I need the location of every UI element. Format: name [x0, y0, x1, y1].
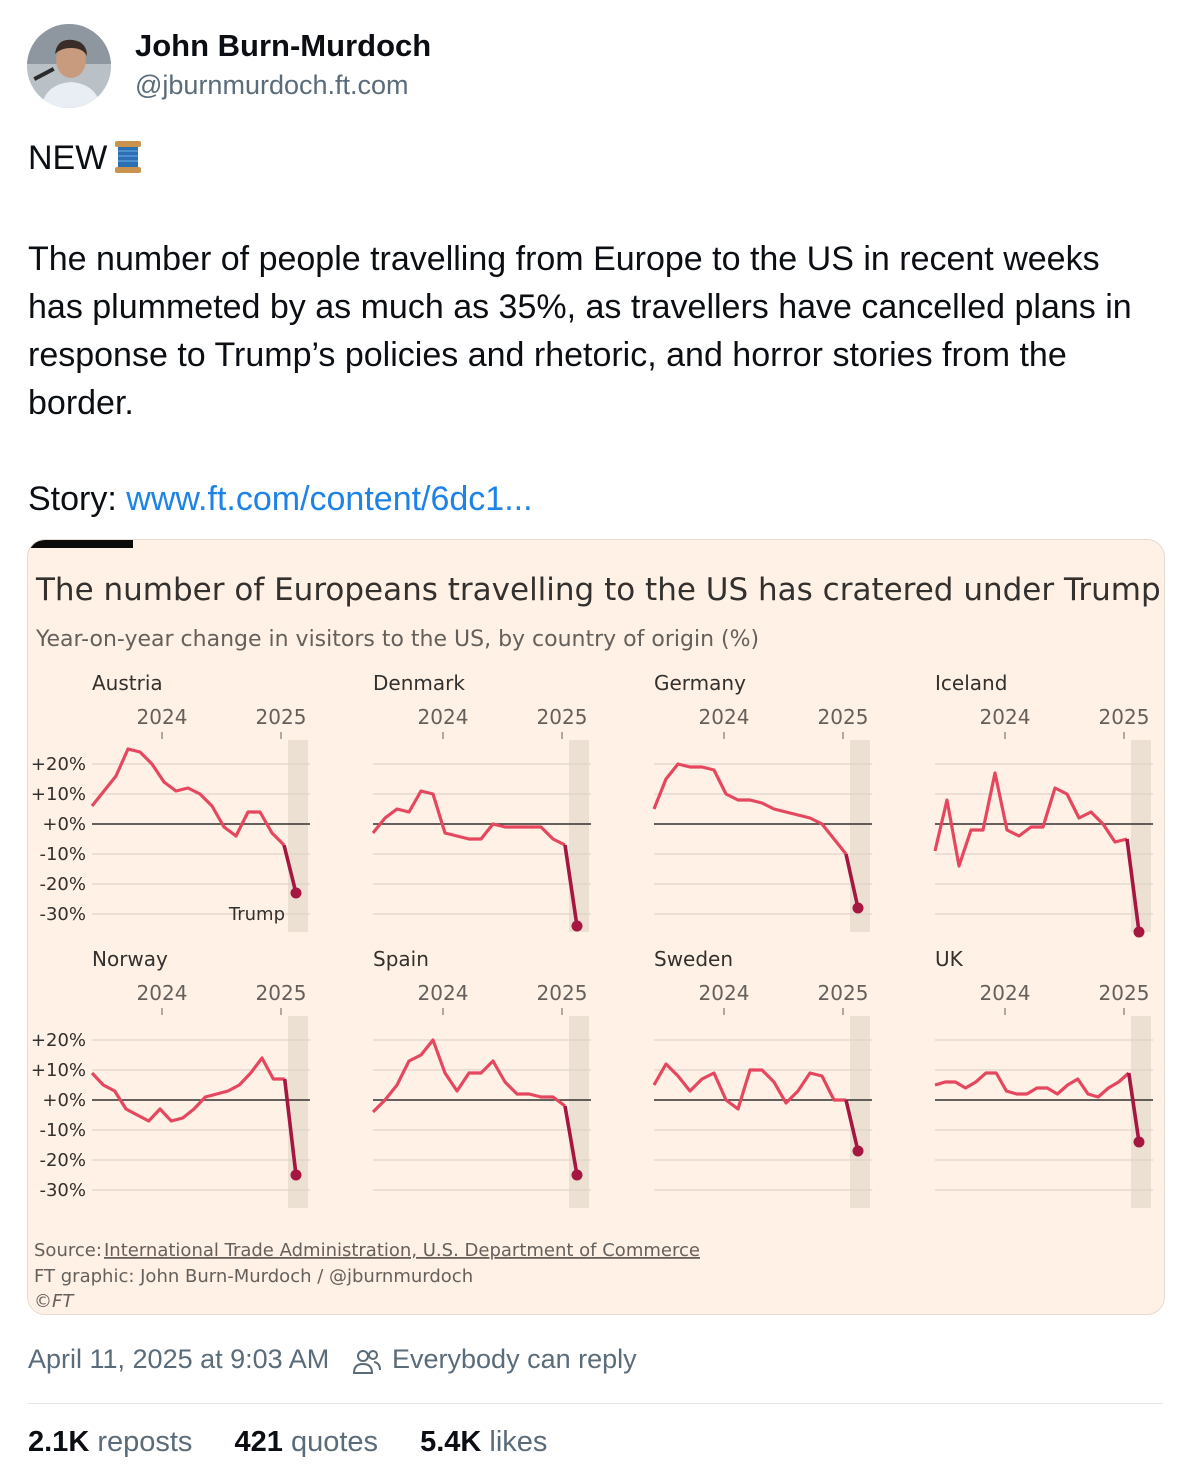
quotes-stat[interactable]: 421 quotes — [235, 1426, 379, 1458]
divider — [28, 1403, 1163, 1404]
trump-annotation: Trump — [228, 904, 285, 925]
series-drop-uk — [1127, 1072, 1141, 1143]
x-tick-label-iceland: 2025 — [1099, 705, 1150, 729]
panel-label-iceland: Iceland — [935, 671, 1007, 695]
avatar[interactable] — [27, 24, 111, 108]
x-tick-label-germany: 2025 — [818, 705, 869, 729]
x-tick-label-austria: 2025 — [256, 705, 307, 729]
endpoint-dot-sweden — [852, 1145, 864, 1157]
reposts-stat[interactable]: 2.1K reposts — [28, 1426, 192, 1458]
x-tick-label-austria: 2024 — [137, 705, 188, 729]
y-tick-label: -30% — [39, 1180, 86, 1201]
chart-credit: FT graphic: John Burn-Murdoch / @jburnmu… — [34, 1266, 473, 1287]
avatar-photo — [27, 24, 111, 108]
chart-subtitle: Year-on-year change in visitors to the U… — [35, 627, 759, 652]
likes-count: 5.4K — [420, 1426, 482, 1458]
ft-brand-bar — [28, 540, 133, 548]
endpoint-dot-norway — [290, 1169, 302, 1181]
series-line-norway — [90, 1056, 285, 1123]
endpoint-dot-germany — [852, 902, 864, 914]
y-tick-label: +0% — [42, 814, 86, 835]
series-line-sweden — [652, 1062, 846, 1111]
series-line-iceland — [933, 771, 1128, 868]
endpoint-dot-iceland — [1133, 926, 1145, 938]
likes-stat[interactable]: 5.4K likes — [420, 1426, 547, 1458]
panel-label-spain: Spain — [373, 947, 429, 971]
y-tick-label: +0% — [42, 1090, 86, 1111]
x-tick-label-denmark: 2025 — [537, 705, 588, 729]
series-drop-sweden — [844, 1099, 860, 1152]
series-line-uk — [934, 1071, 1130, 1099]
panel-label-denmark: Denmark — [373, 671, 465, 695]
series-line-spain — [371, 1038, 566, 1114]
series-line-denmark — [371, 789, 566, 847]
reposts-label: reposts — [97, 1426, 193, 1458]
chart-image-card[interactable]: The number of Europeans travelling to th… — [27, 539, 1165, 1315]
reposts-count: 2.1K — [28, 1426, 90, 1458]
x-tick-label-sweden: 2025 — [818, 981, 869, 1005]
x-tick-label-norway: 2025 — [256, 981, 307, 1005]
series-line-germany — [652, 762, 848, 855]
x-tick-label-uk: 2024 — [980, 981, 1031, 1005]
quotes-count: 421 — [234, 1426, 283, 1458]
y-tick-label: -20% — [39, 1150, 86, 1171]
spool-of-thread-icon — [113, 139, 143, 187]
post-text: NEW The number of people travelling from… — [28, 134, 1163, 523]
x-tick-label-spain: 2024 — [418, 981, 469, 1005]
y-tick-label: -30% — [39, 904, 86, 925]
endpoint-dot-denmark — [571, 920, 583, 932]
series-drop-denmark — [563, 844, 579, 927]
y-tick-label: +20% — [31, 754, 86, 775]
y-tick-label: -10% — [39, 1120, 86, 1141]
series-drop-spain — [563, 1105, 579, 1176]
people-icon — [352, 1348, 382, 1381]
x-tick-label-norway: 2024 — [137, 981, 188, 1005]
x-tick-label-sweden: 2024 — [699, 981, 750, 1005]
chart-source-link: International Trade Administration, U.S.… — [104, 1240, 700, 1261]
y-tick-label: -20% — [39, 874, 86, 895]
author-handle[interactable]: @jburnmurdoch.ft.com — [135, 70, 409, 100]
panel-label-uk: UK — [935, 947, 964, 971]
x-tick-label-denmark: 2024 — [418, 705, 469, 729]
panel-label-norway: Norway — [92, 947, 168, 971]
post-header: John Burn-Murdoch @jburnmurdoch.ft.com — [27, 24, 1157, 108]
x-tick-label-germany: 2024 — [699, 705, 750, 729]
trump-period-shade-austria — [288, 740, 308, 932]
post-new-label: NEW — [28, 139, 108, 177]
endpoint-dot-spain — [571, 1169, 583, 1181]
series-drop-austria — [282, 844, 298, 894]
chart-source-prefix: Source: — [34, 1240, 102, 1261]
panel-label-austria: Austria — [92, 671, 163, 695]
series-line-austria — [90, 747, 286, 847]
post-body: The number of people travelling from Eur… — [28, 240, 1132, 422]
y-tick-label: +20% — [31, 1030, 86, 1051]
author-name[interactable]: John Burn-Murdoch — [135, 28, 432, 63]
chart-title: The number of Europeans travelling to th… — [35, 572, 1161, 608]
engagement-stats: 2.1K reposts 421 quotes 5.4K likes — [28, 1426, 581, 1459]
endpoint-dot-austria — [290, 887, 302, 899]
series-drop-germany — [844, 853, 860, 909]
y-tick-label: -10% — [39, 844, 86, 865]
story-label: Story: — [28, 480, 117, 518]
x-tick-label-spain: 2025 — [537, 981, 588, 1005]
series-drop-norway — [282, 1078, 298, 1176]
post-timestamp[interactable]: April 11, 2025 at 9:03 AM — [28, 1344, 330, 1374]
panel-label-sweden: Sweden — [654, 947, 733, 971]
y-tick-label: +10% — [31, 784, 86, 805]
trump-period-shade-sweden — [850, 1016, 870, 1208]
likes-label: likes — [489, 1426, 548, 1458]
reply-setting-label: Everybody can reply — [392, 1344, 637, 1374]
quotes-label: quotes — [290, 1426, 379, 1458]
series-drop-iceland — [1125, 838, 1141, 933]
y-tick-label: +10% — [31, 1060, 86, 1081]
x-tick-label-uk: 2025 — [1099, 981, 1150, 1005]
story-link[interactable]: www.ft.com/content/6dc1... — [126, 480, 533, 518]
small-multiples-chart: The number of Europeans travelling to th… — [31, 572, 1161, 1312]
chart-copyright: ©FT — [34, 1291, 75, 1312]
x-tick-label-iceland: 2024 — [980, 705, 1031, 729]
endpoint-dot-uk — [1133, 1136, 1145, 1148]
panel-label-germany: Germany — [654, 671, 746, 695]
